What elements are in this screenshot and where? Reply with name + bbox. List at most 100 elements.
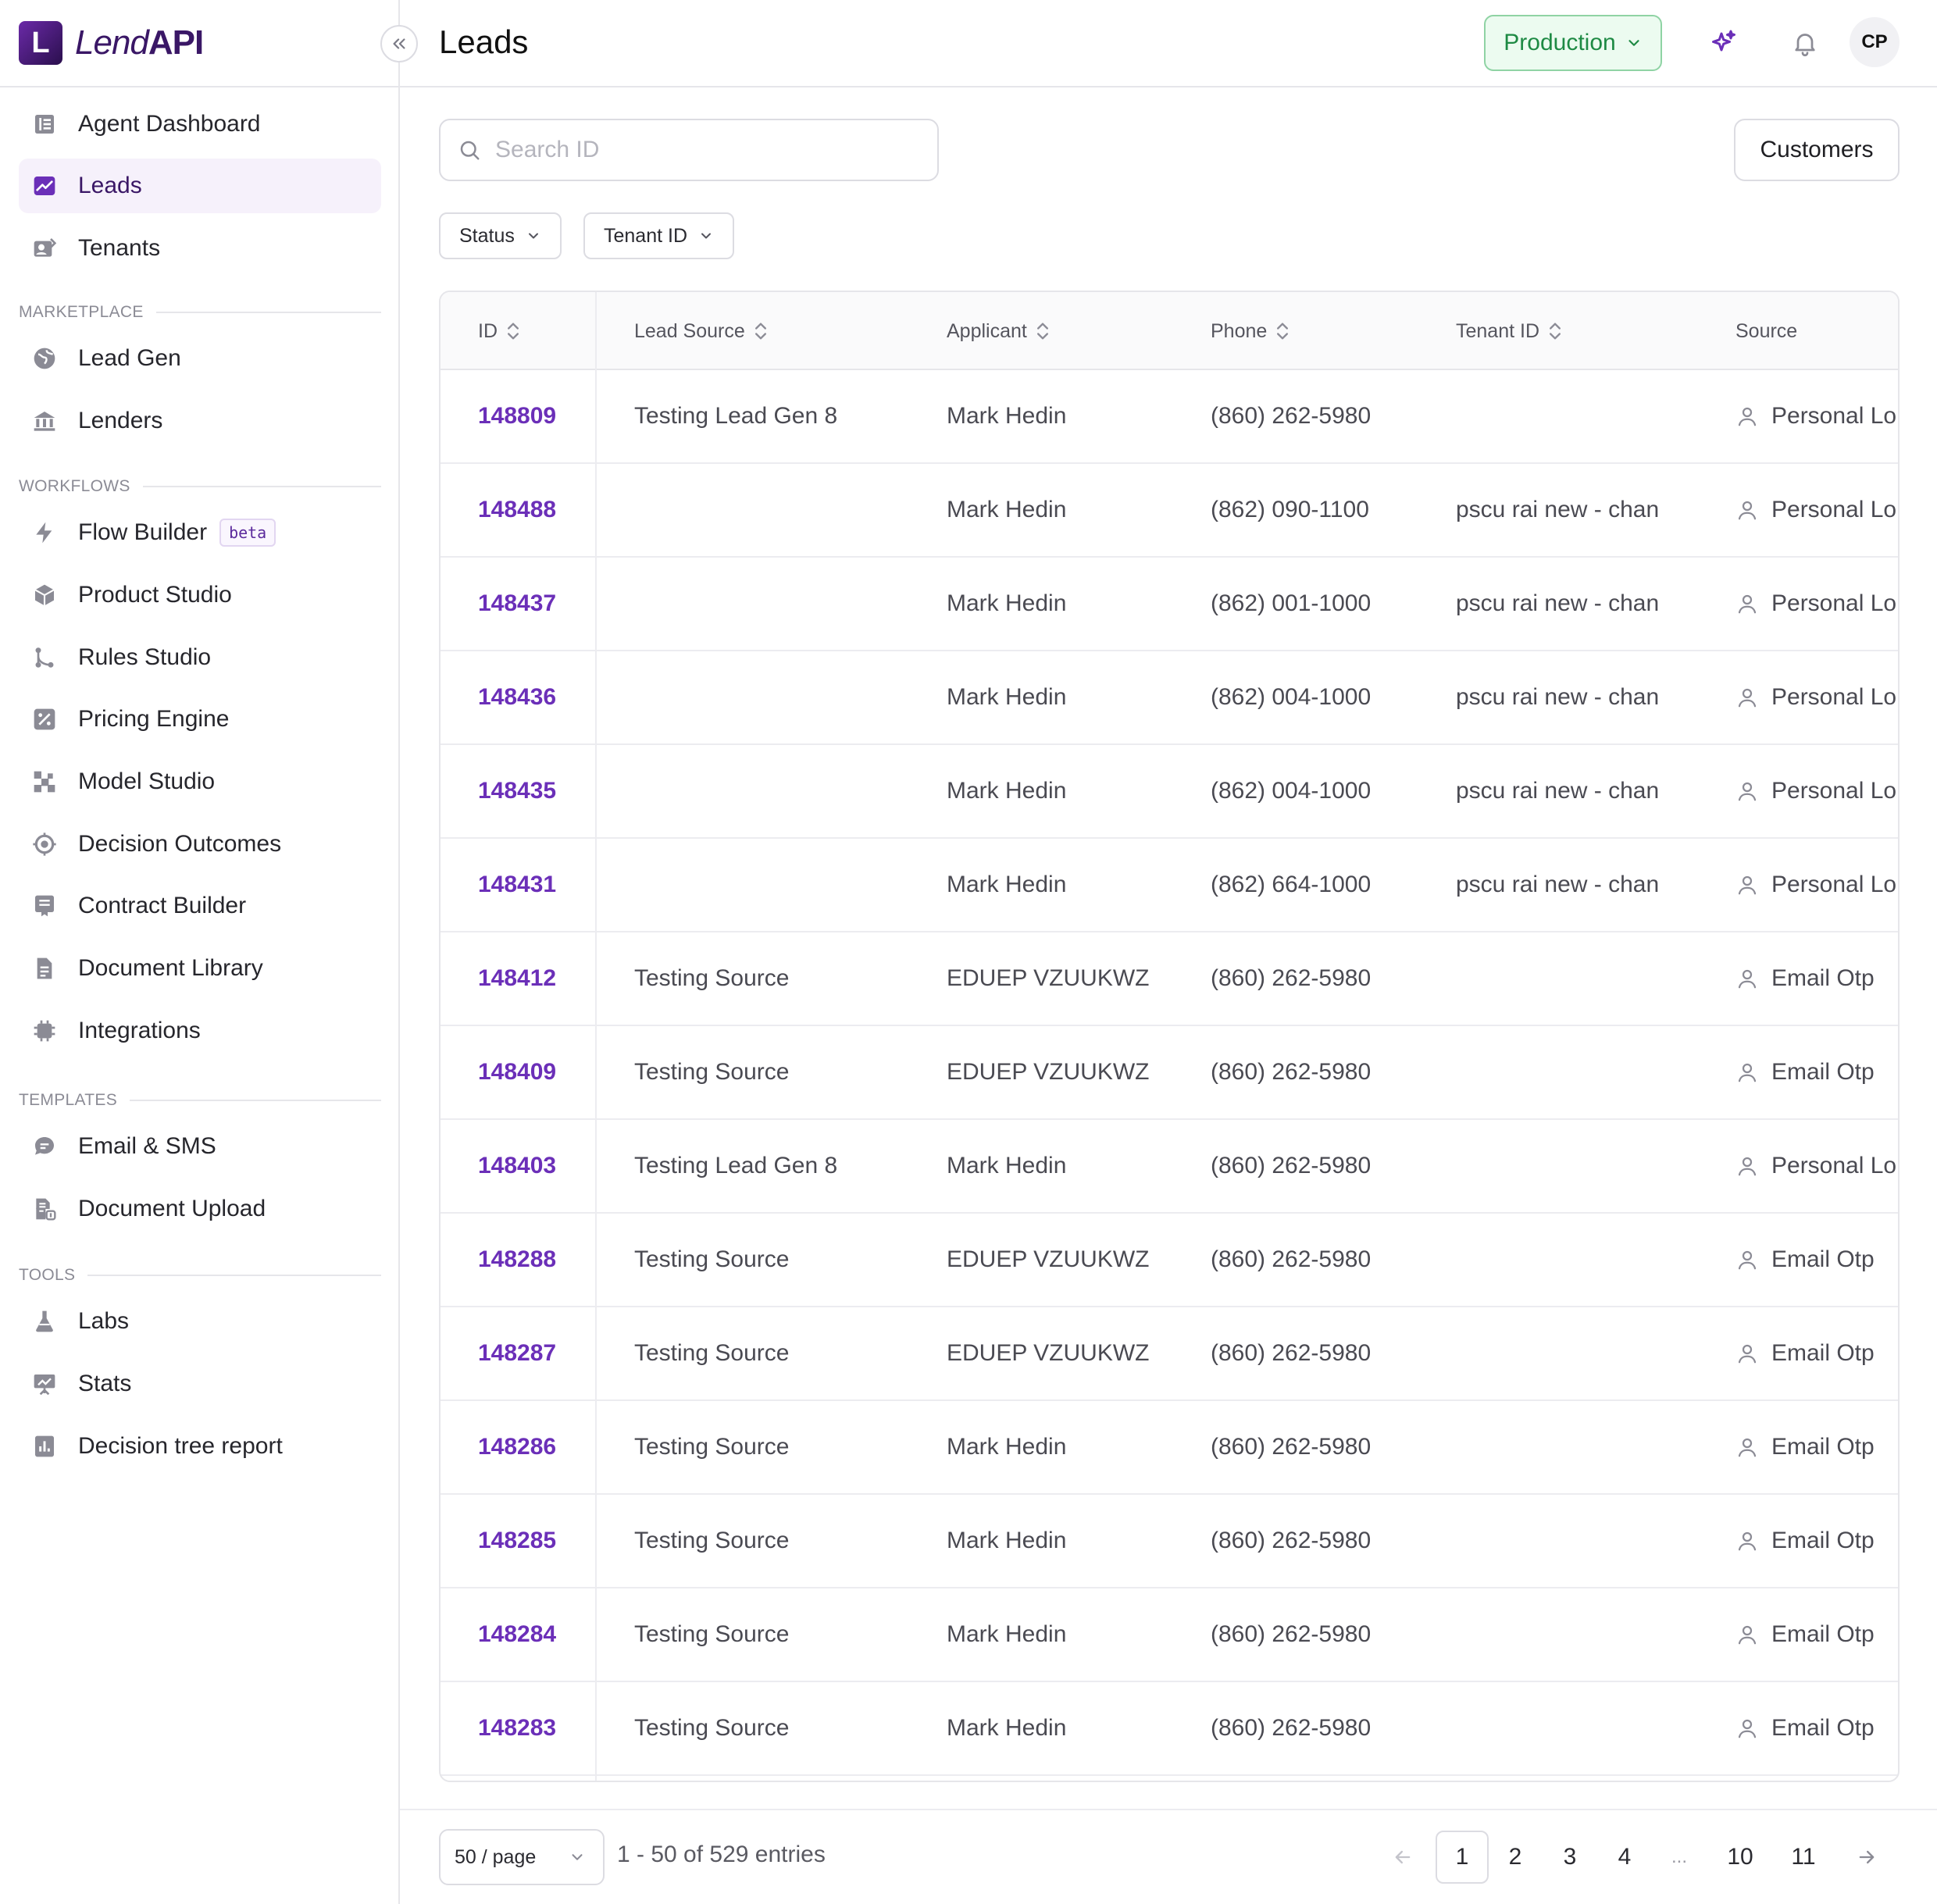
source-cell: Email Otp	[1735, 1026, 1898, 1118]
sidebar-item-lead-gen[interactable]: Lead Gen	[19, 331, 381, 386]
brand-logo[interactable]: L LendAPI	[19, 20, 204, 66]
search-box[interactable]	[439, 119, 939, 181]
table-row[interactable]: 148409 Testing Source EDUEP VZUUKWZ (860) 2…	[441, 1026, 1898, 1120]
lead-id-link[interactable]: 148283	[478, 1715, 557, 1741]
sidebar-item-product-studio[interactable]: Product Studio	[19, 568, 381, 622]
sidebar-item-pricing-engine[interactable]: Pricing Engine	[19, 692, 381, 747]
page-button-1[interactable]: 1	[1436, 1831, 1489, 1884]
sidebar-item-document-library[interactable]: Document Library	[19, 941, 381, 996]
lead-id-link[interactable]: 148809	[478, 403, 557, 429]
sidebar-item-decision-tree-report[interactable]: Decision tree report	[19, 1419, 381, 1474]
lead-id-link[interactable]: 148286	[478, 1434, 557, 1460]
lead-id-link[interactable]: 148284	[478, 1621, 557, 1647]
table-row[interactable]: 148435 Mark Hedin (862) 004-1000 pscu rai n…	[441, 745, 1898, 839]
applicant-cell: Mark Hedin	[947, 1621, 1067, 1647]
sidebar-item-tenants[interactable]: Tenants	[19, 221, 381, 276]
sidebar-item-label: Lenders	[78, 408, 163, 433]
environment-select[interactable]: Production	[1484, 15, 1662, 71]
table-row[interactable]: 148286 Testing Source Mark Hedin (860) 262-…	[441, 1401, 1898, 1495]
sidebar-item-label: Decision Outcomes	[78, 831, 282, 857]
tenant-id-cell	[1456, 370, 1721, 462]
sidebar-item-email-and-sms[interactable]: Email & SMS	[19, 1119, 381, 1174]
status-filter[interactable]: Status	[439, 212, 562, 259]
lead-source-cell	[634, 839, 931, 931]
phone-cell: (862) 664-1000	[1211, 872, 1372, 897]
sidebar-item-leads[interactable]: Leads	[19, 159, 381, 213]
sidebar-item-contract-builder[interactable]: Contract Builder	[19, 879, 381, 933]
sidebar-item-label: Decision tree report	[78, 1433, 283, 1459]
table-row[interactable]: 148437 Mark Hedin (862) 001-1000 pscu rai n…	[441, 558, 1898, 651]
notifications-button[interactable]	[1785, 23, 1825, 62]
sidebar-item-model-studio[interactable]: Model Studio	[19, 754, 381, 809]
table-row[interactable]: 148284 Testing Source Mark Hedin (860) 262-…	[441, 1588, 1898, 1682]
lead-id-link[interactable]: 148287	[478, 1340, 557, 1366]
sidebar-item-flow-builder[interactable]: Flow Builder beta	[19, 505, 381, 560]
search-input[interactable]	[495, 137, 901, 163]
lead-id-link[interactable]: 148435	[478, 778, 557, 804]
sidebar-item-label: Pricing Engine	[78, 706, 230, 732]
table-row[interactable]: 148283 Testing Source Mark Hedin (860) 262-…	[441, 1682, 1898, 1776]
customers-button[interactable]: Customers	[1734, 119, 1900, 181]
sidebar-item-agent-dashboard[interactable]: Agent Dashboard	[19, 97, 381, 152]
sidebar-item-label: Document Library	[78, 955, 263, 981]
table-row[interactable]: 148288 Testing Source EDUEP VZUUKWZ (860) 2…	[441, 1214, 1898, 1307]
next-page-button[interactable]	[1840, 1831, 1893, 1884]
lead-id-link[interactable]: 148412	[478, 965, 557, 991]
sidebar-item-rules-studio[interactable]: Rules Studio	[19, 630, 381, 685]
page-button-2[interactable]: 2	[1508, 1844, 1522, 1870]
table-row[interactable]: 148287 Testing Source EDUEP VZUUKWZ (860) 2…	[441, 1307, 1898, 1401]
brand-divider	[0, 86, 400, 87]
tenant-id-cell	[1456, 1214, 1721, 1306]
prev-page-button[interactable]	[1376, 1831, 1429, 1884]
lead-id-link[interactable]: 148409	[478, 1059, 557, 1085]
cube-icon	[31, 582, 58, 608]
column-header-tenant-id[interactable]: Tenant ID	[1456, 292, 1563, 370]
column-header-applicant[interactable]: Applicant	[947, 292, 1051, 370]
status-filter-label: Status	[459, 224, 515, 247]
page-button-11[interactable]: 11	[1791, 1844, 1816, 1870]
lead-id-link[interactable]: 148403	[478, 1153, 557, 1178]
table-row[interactable]: 148809 Testing Lead Gen 8 Mark Hedin (860) …	[441, 370, 1898, 464]
page-button-3[interactable]: 3	[1563, 1844, 1577, 1870]
table-row[interactable]: 148412 Testing Source EDUEP VZUUKWZ (860) 2…	[441, 932, 1898, 1026]
table-row[interactable]: 148403 Testing Lead Gen 8 Mark Hedin (860) …	[441, 1120, 1898, 1214]
chat-icon	[31, 1133, 58, 1160]
column-header-lead-source[interactable]: Lead Source	[634, 292, 769, 370]
column-header-id[interactable]: ID	[478, 292, 521, 370]
lightning-icon	[31, 519, 58, 546]
sidebar-item-stats[interactable]: Stats	[19, 1357, 381, 1411]
tenant-id-cell	[1456, 932, 1721, 1025]
tenant-id-filter[interactable]: Tenant ID	[583, 212, 735, 259]
sidebar-item-lenders[interactable]: Lenders	[19, 394, 381, 448]
column-header-phone[interactable]: Phone	[1211, 292, 1290, 370]
user-icon	[1738, 1438, 1757, 1457]
collapse-sidebar-button[interactable]	[380, 25, 418, 62]
ai-sparkle-button[interactable]	[1704, 23, 1743, 62]
user-avatar[interactable]: CP	[1850, 17, 1900, 67]
lead-id-link[interactable]: 148488	[478, 497, 557, 522]
user-icon	[1738, 1063, 1757, 1082]
sidebar-item-decision-outcomes[interactable]: Decision Outcomes	[19, 817, 381, 872]
user-icon	[1738, 1625, 1757, 1645]
lead-id-link[interactable]: 148288	[478, 1246, 557, 1272]
table-row[interactable]: 148436 Mark Hedin (862) 004-1000 pscu rai n…	[441, 651, 1898, 745]
lead-id-link[interactable]: 148437	[478, 590, 557, 616]
page-button-4[interactable]: 4	[1618, 1844, 1632, 1870]
sidebar-item-labs[interactable]: Labs	[19, 1294, 381, 1349]
sidebar-item-document-upload[interactable]: Document Upload	[19, 1182, 381, 1236]
lead-id-link[interactable]: 148431	[478, 872, 557, 897]
page-size-select[interactable]: 50 / page	[439, 1829, 605, 1885]
table-row[interactable]: 148431 Mark Hedin (862) 664-1000 pscu rai n…	[441, 839, 1898, 932]
table-row[interactable]: 148285 Testing Source Mark Hedin (860) 262-…	[441, 1495, 1898, 1588]
lead-source-cell	[634, 745, 931, 837]
lead-id-link[interactable]: 148285	[478, 1528, 557, 1553]
sidebar-item-integrations[interactable]: Integrations	[19, 1004, 381, 1058]
applicant-cell: Mark Hedin	[947, 403, 1067, 429]
page-button-10[interactable]: 10	[1727, 1844, 1753, 1870]
lead-id-link[interactable]: 148436	[478, 684, 557, 710]
user-icon	[1738, 782, 1757, 801]
sidebar-item-label: Leads	[78, 173, 142, 198]
phone-cell: (860) 262-5980	[1211, 1246, 1372, 1272]
sidebar-item-label: Flow Builder	[78, 519, 208, 545]
table-row[interactable]: 148488 Mark Hedin (862) 090-1100 pscu rai n…	[441, 464, 1898, 558]
